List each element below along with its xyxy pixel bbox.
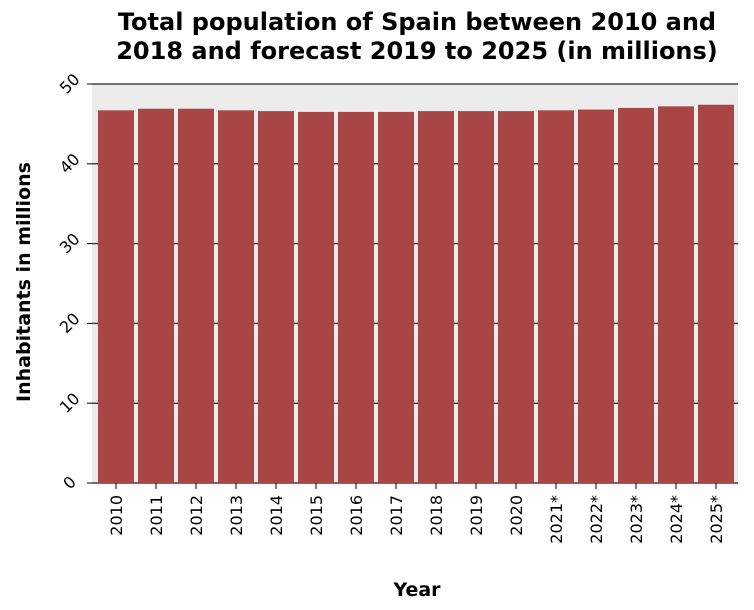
bar: [618, 107, 654, 483]
bar: [258, 111, 294, 483]
x-axis: 2010 2011 2012 2013 2014 2015 2016 2017 2018 2019…: [107, 483, 726, 544]
x-tick-label: 2014: [267, 495, 286, 536]
x-tick-label: 2021*: [547, 495, 566, 544]
x-tick-label: 2022*: [587, 495, 606, 544]
bar: [418, 111, 454, 483]
x-tick-label: 2020: [507, 495, 526, 536]
bar: [138, 108, 174, 483]
x-tick-label: 2019: [467, 495, 486, 536]
x-tick-label: 2023*: [627, 495, 646, 544]
y-axis-title: Inhabitants in millions: [13, 162, 35, 402]
bar: [178, 108, 214, 483]
bar: [538, 110, 574, 484]
bar: [498, 111, 534, 483]
y-tick-label: 10: [56, 389, 84, 417]
y-tick-label: 40: [56, 150, 84, 178]
x-tick-label: 2025*: [707, 495, 726, 544]
x-tick-label: 2024*: [667, 495, 686, 544]
y-tick-label: 20: [56, 309, 84, 337]
bar: [378, 111, 414, 484]
chart-title-line-1: Total population of Spain between 2010 a…: [118, 8, 716, 36]
chart-title-line-2: 2018 and forecast 2019 to 2025 (in milli…: [116, 37, 718, 65]
x-tick-label: 2017: [387, 495, 406, 536]
x-tick-label: 2010: [107, 495, 126, 536]
bar: [218, 110, 254, 484]
x-tick-label: 2013: [227, 495, 246, 536]
y-tick-label: 30: [56, 229, 84, 257]
y-axis: 0 10 20 30 40 50: [56, 70, 92, 493]
y-tick-label: 0: [59, 472, 80, 493]
bar: [298, 111, 334, 484]
x-tick-label: 2016: [347, 495, 366, 536]
bar: [338, 111, 374, 484]
bar: [578, 109, 614, 483]
x-tick-label: 2012: [187, 495, 206, 536]
bar: [98, 110, 134, 484]
x-axis-title: Year: [392, 579, 441, 601]
bars: [98, 104, 734, 484]
bar: [698, 104, 734, 484]
bar: [458, 111, 494, 483]
x-tick-label: 2018: [427, 495, 446, 536]
bar: [658, 106, 694, 484]
x-tick-label: 2015: [307, 495, 326, 536]
y-tick-label: 50: [56, 70, 84, 98]
x-tick-label: 2011: [147, 495, 166, 536]
